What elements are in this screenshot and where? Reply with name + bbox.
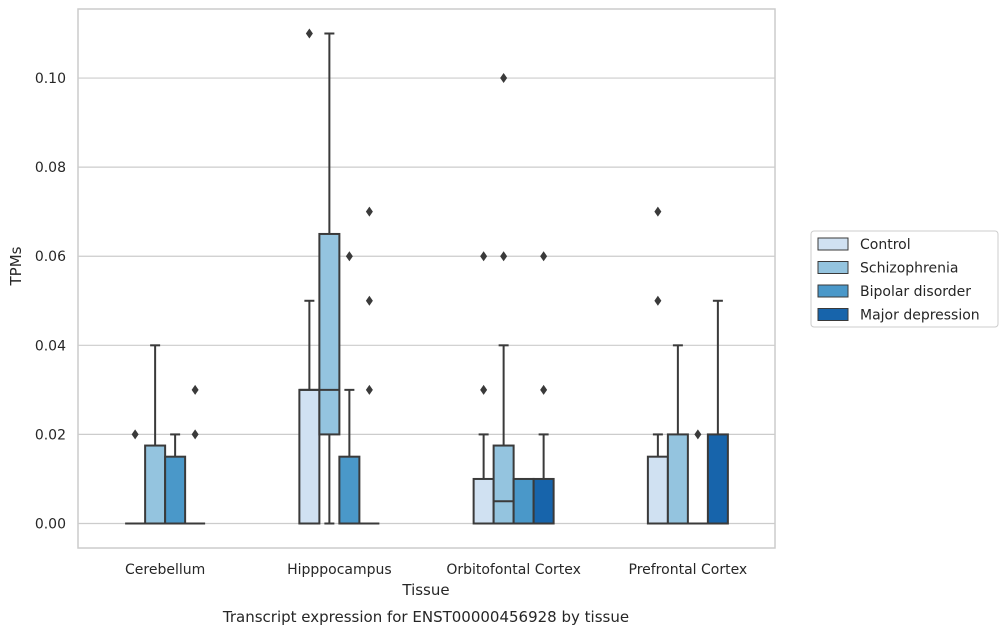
legend-label: Major depression xyxy=(860,308,980,324)
box-control xyxy=(125,429,146,525)
outlier-point xyxy=(540,251,548,262)
box-iqr xyxy=(472,477,495,525)
y-tick-label: 0.04 xyxy=(35,338,66,354)
outlier-point xyxy=(305,28,313,39)
box-bipolar-disorder xyxy=(687,429,708,525)
box-iqr xyxy=(532,477,555,525)
box-control xyxy=(298,28,321,525)
box-iqr xyxy=(492,444,515,525)
legend-swatch xyxy=(817,284,849,298)
box-iqr xyxy=(646,455,669,525)
box-schizophrenia xyxy=(666,344,689,525)
box-major-depression xyxy=(532,251,555,525)
y-tick-label: 0.06 xyxy=(35,249,66,265)
outlier-point xyxy=(191,429,199,440)
outlier-point xyxy=(480,251,488,262)
chart-caption: Transcript expression for ENST0000045692… xyxy=(222,608,629,626)
x-tick-labels: Cerebellum Hipppocampus Orbitofontal Corte… xyxy=(125,562,747,578)
box-control xyxy=(472,251,495,525)
y-axis-label: TPMs xyxy=(7,246,25,286)
box-major-depression xyxy=(185,384,206,525)
x-tick-label: Prefrontal Cortex xyxy=(629,562,748,578)
outlier-point xyxy=(131,429,139,440)
x-axis-label: Tissue xyxy=(401,581,449,599)
box-iqr xyxy=(706,433,729,525)
outlier-point xyxy=(654,206,662,217)
outlier-point xyxy=(500,251,508,262)
box-bipolar-disorder xyxy=(512,477,535,525)
outlier-point xyxy=(191,384,199,395)
box-bipolar-disorder xyxy=(164,433,187,525)
x-tick-label: Orbitofontal Cortex xyxy=(446,562,581,578)
legend-label: Bipolar disorder xyxy=(860,284,971,300)
outlier-point xyxy=(345,251,353,262)
box-schizophrenia xyxy=(492,73,515,525)
legend-swatch xyxy=(817,237,849,251)
box-control xyxy=(646,206,669,525)
legend-label: Control xyxy=(860,237,911,253)
x-tick-label: Cerebellum xyxy=(125,562,205,578)
box-iqr xyxy=(512,477,535,525)
legend-frame xyxy=(810,230,999,328)
legend-swatch xyxy=(817,261,849,274)
box-iqr xyxy=(318,232,341,436)
y-tick-label: 0.02 xyxy=(35,427,66,443)
box-iqr xyxy=(164,455,187,525)
box-bipolar-disorder xyxy=(338,251,361,525)
box-major-depression xyxy=(706,299,729,525)
x-tick-label: Hipppocampus xyxy=(287,562,392,578)
outlier-point xyxy=(654,295,662,306)
box-plots xyxy=(125,28,729,525)
outlier-point xyxy=(540,384,548,395)
y-tick-labels: 0.00 0.02 0.04 0.06 0.08 0.10 xyxy=(35,71,66,532)
legend-label: Schizophrenia xyxy=(860,261,958,277)
outlier-point xyxy=(480,384,488,395)
outlier-point xyxy=(500,73,508,84)
plot-frame xyxy=(77,8,776,549)
outlier-point xyxy=(694,429,702,440)
outlier-point xyxy=(365,295,373,306)
legend: Control Schizophrenia Bipolar disorder Majo… xyxy=(810,230,999,328)
box-iqr xyxy=(144,444,167,525)
outlier-point xyxy=(365,384,373,395)
box-iqr xyxy=(338,455,361,525)
box-schizophrenia xyxy=(318,32,341,525)
y-tick-label: 0.00 xyxy=(35,517,66,533)
outlier-point xyxy=(365,206,373,217)
y-tick-label: 0.10 xyxy=(35,71,66,87)
box-iqr xyxy=(666,433,689,525)
y-tick-label: 0.08 xyxy=(35,160,66,176)
legend-swatch xyxy=(817,308,849,321)
box-iqr xyxy=(298,388,321,525)
box-major-depression xyxy=(359,206,380,525)
